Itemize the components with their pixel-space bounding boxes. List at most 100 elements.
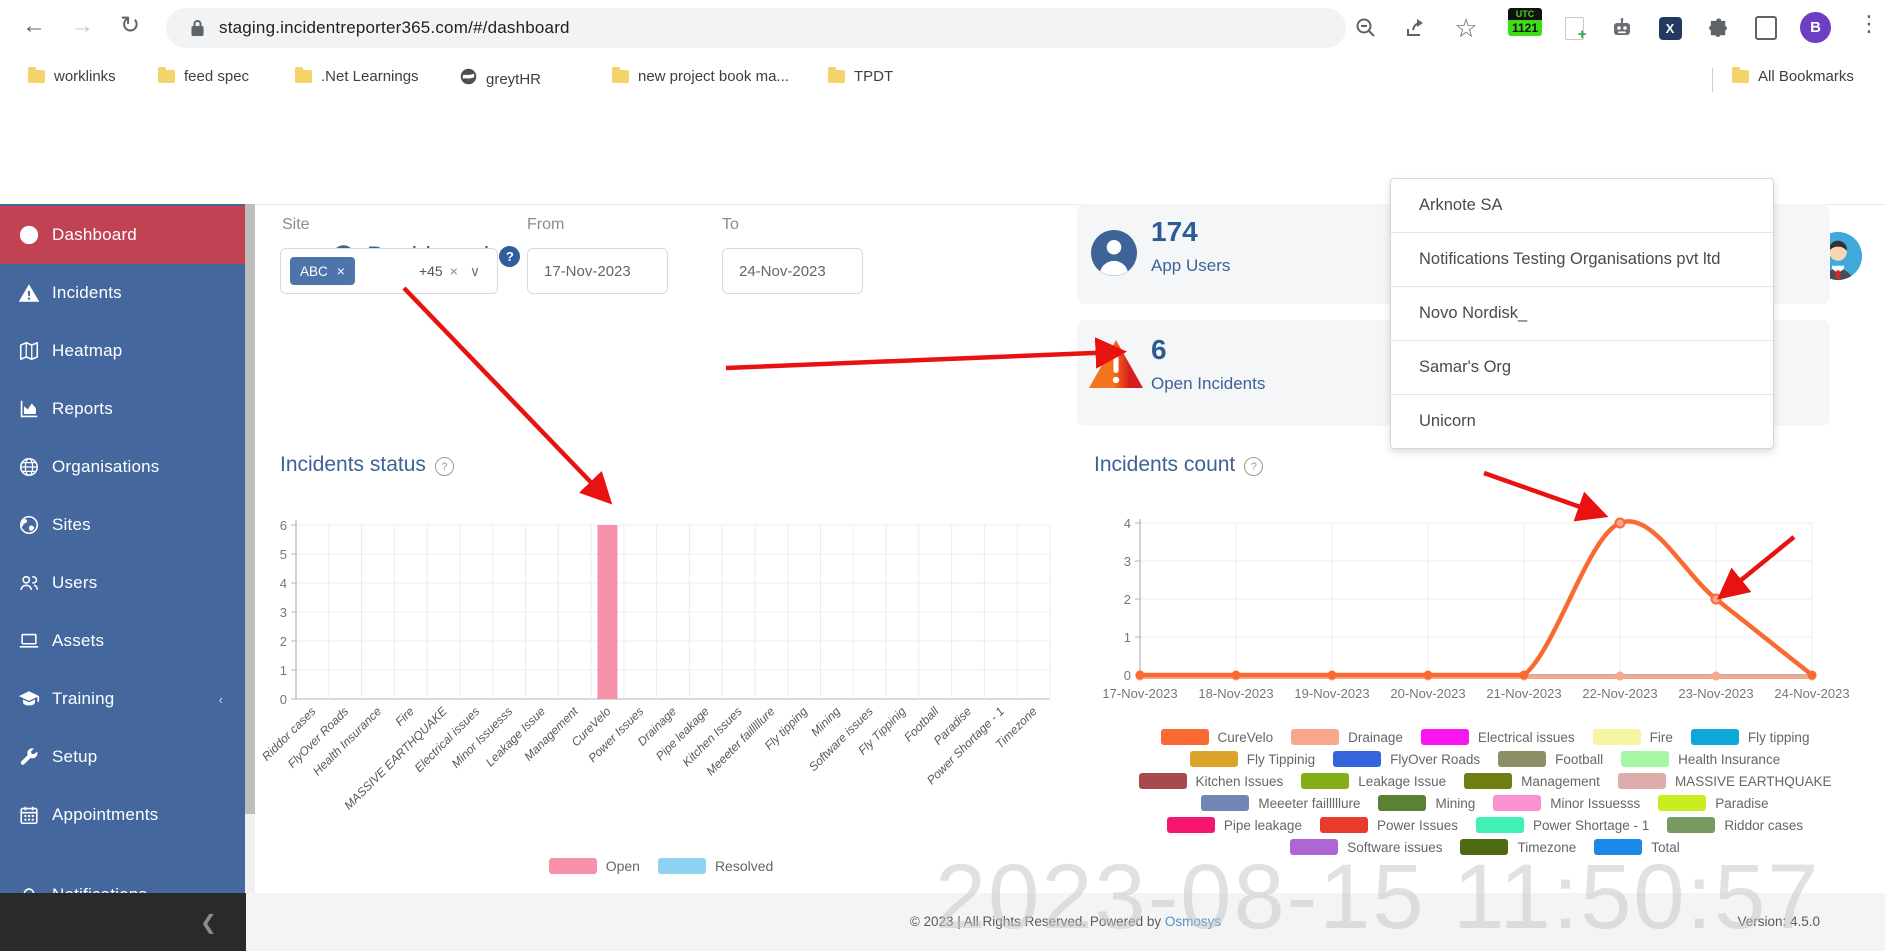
sidebar-item-setup[interactable]: Setup [0,728,245,786]
share-icon[interactable] [1398,10,1434,46]
collapse-chevron-icon[interactable]: ❮ [200,911,217,934]
legend-swatch [1498,751,1547,767]
sidebar-item-appointments[interactable]: Appointments [0,786,245,844]
org-dropdown-item[interactable]: Samar's Org [1391,341,1773,395]
legend-item[interactable]: Management [1464,773,1600,789]
legend-item[interactable]: Open [548,858,640,874]
bookmark-item[interactable]: new project book ma... [612,67,789,85]
bookmark-label: new project book ma... [638,68,789,85]
sidebar-item-reports[interactable]: Reports [0,380,245,438]
org-dropdown-item[interactable]: Unicorn [1419,412,1476,430]
org-dropdown-item[interactable]: Notifications Testing Organisations pvt … [1391,233,1773,287]
legend-item[interactable]: Meeeter failllllure [1201,795,1360,811]
back-icon[interactable]: ← [22,12,46,39]
legend-swatch [1658,795,1707,811]
legend-item[interactable]: FlyOver Roads [1333,751,1480,767]
sidebar-item-sites[interactable]: Sites [0,496,245,554]
legend-label: Power Shortage - 1 [1533,817,1650,833]
legend-label: Pipe leakage [1223,817,1302,833]
bookmark-item[interactable]: .Net Learnings [295,67,419,85]
site-filter-label: Site [282,216,310,233]
chip-remove-icon[interactable]: × [336,263,345,279]
org-dropdown-item[interactable]: Arknote SA [1391,179,1773,233]
sidebar-item-training[interactable]: Training ‹ [0,670,245,728]
legend-item[interactable]: Mining [1378,795,1475,811]
legend-item[interactable]: Power Issues [1319,817,1458,833]
bookmark-item[interactable]: worklinks [28,67,116,85]
tab-search-icon[interactable] [1748,10,1784,46]
legend-label: Riddor cases [1724,817,1804,833]
chart-help-icon[interactable]: ? [1244,457,1264,476]
legend-item[interactable]: Leakage Issue [1301,773,1446,789]
bookmark-star-icon[interactable]: ☆ [1454,13,1478,43]
legend-swatch [1166,817,1215,833]
site-multiselect[interactable]: ABC × +45 × ∨ [280,248,498,294]
legend-item[interactable]: Riddor cases [1667,817,1803,833]
new-page-extension-icon[interactable]: + [1556,10,1592,46]
utc-clock-extension-icon[interactable]: UTC 1121 [1508,8,1542,36]
legend-item[interactable]: Software issues [1290,839,1442,855]
legend-label: Drainage [1348,729,1403,745]
sidebar-item-incidents[interactable]: Incidents [0,264,245,322]
legend-item[interactable]: Pipe leakage [1166,817,1302,833]
browser-profile-avatar[interactable]: B [1800,12,1831,43]
bookmark-label: .Net Learnings [321,68,419,85]
legend-label: Paradise [1715,795,1769,811]
legend-item[interactable]: Resolved [657,858,773,874]
chart-help-icon[interactable]: ? [434,457,454,476]
sidebar-scrollbar-thumb[interactable] [245,204,255,814]
timestamp-watermark: 2023-08-15 11:50:57 [935,846,1821,948]
legend-item[interactable]: Power Shortage - 1 [1476,817,1649,833]
legend-swatch [1493,795,1542,811]
legend-item[interactable]: Kitchen Issues [1138,773,1283,789]
site-more-badge: +45 × [418,263,458,279]
legend-swatch [1319,817,1368,833]
extensions-puzzle-icon[interactable] [1700,10,1736,46]
url-text: staging.incidentreporter365.com/#/dashbo… [219,18,570,37]
legend-item[interactable]: CureVelo [1160,729,1273,745]
legend-item[interactable]: Health Insurance [1621,751,1780,767]
warning-icon [18,282,40,304]
bookmark-item[interactable]: feed spec [158,67,249,85]
legend-item[interactable]: Drainage [1291,729,1403,745]
address-bar[interactable]: staging.incidentreporter365.com/#/dashbo… [166,8,1346,48]
legend-item[interactable]: Fly Tippinig [1189,751,1315,767]
legend-item[interactable]: Paradise [1658,795,1769,811]
legend-item[interactable]: Football [1498,751,1603,767]
sidebar-item-organisations[interactable]: Organisations [0,438,245,496]
sidebar-item-heatmap[interactable]: Heatmap [0,322,245,380]
sidebar-item-assets[interactable]: Assets [0,612,245,670]
user-icon [1091,230,1137,281]
page-help-icon[interactable]: ? [499,246,521,267]
sidebar-item-label: Dashboard [52,225,137,244]
legend-swatch [1667,817,1716,833]
legend-item[interactable]: Minor Issuesss [1493,795,1640,811]
sidebar-item-label: Users [52,573,98,592]
forward-icon[interactable]: → [70,12,94,39]
legend-item[interactable]: Timezone [1460,839,1576,855]
legend-item[interactable]: MASSIVE EARTHQUAKE [1617,773,1831,789]
legend-item[interactable]: Electrical issues [1420,729,1575,745]
all-bookmarks[interactable]: All Bookmarks [1732,67,1854,85]
sidebar-item-users[interactable]: Users [0,554,245,612]
browser-menu-icon[interactable]: ⋮ [1858,11,1880,36]
bookmark-item[interactable]: greytHR [460,68,541,90]
org-dropdown-item[interactable]: Novo Nordisk_ [1391,287,1773,341]
zoom-out-icon[interactable] [1348,10,1384,46]
to-date-input[interactable]: 24-Nov-2023 [722,248,863,294]
svg-text:3: 3 [280,605,287,620]
incidents-count-title: Incidents count [1094,453,1236,476]
bookmark-item[interactable]: TPDT [828,67,893,85]
osmosys-link[interactable]: Osmosys [1164,914,1222,929]
legend-item[interactable]: Total [1594,839,1680,855]
lock-icon [191,20,204,36]
legend-item[interactable]: Fly tipping [1690,729,1809,745]
reload-icon[interactable]: ↻ [120,12,141,39]
svg-text:0: 0 [280,692,287,707]
from-date-input[interactable]: 17-Nov-2023 [527,248,668,294]
sidebar-item-dashboard[interactable]: Dashboard [0,206,245,264]
x-extension-icon[interactable]: X [1652,10,1688,46]
robot-extension-icon[interactable] [1604,10,1640,46]
chip-remove-icon[interactable]: × [449,263,458,279]
legend-item[interactable]: Fire [1592,729,1673,745]
